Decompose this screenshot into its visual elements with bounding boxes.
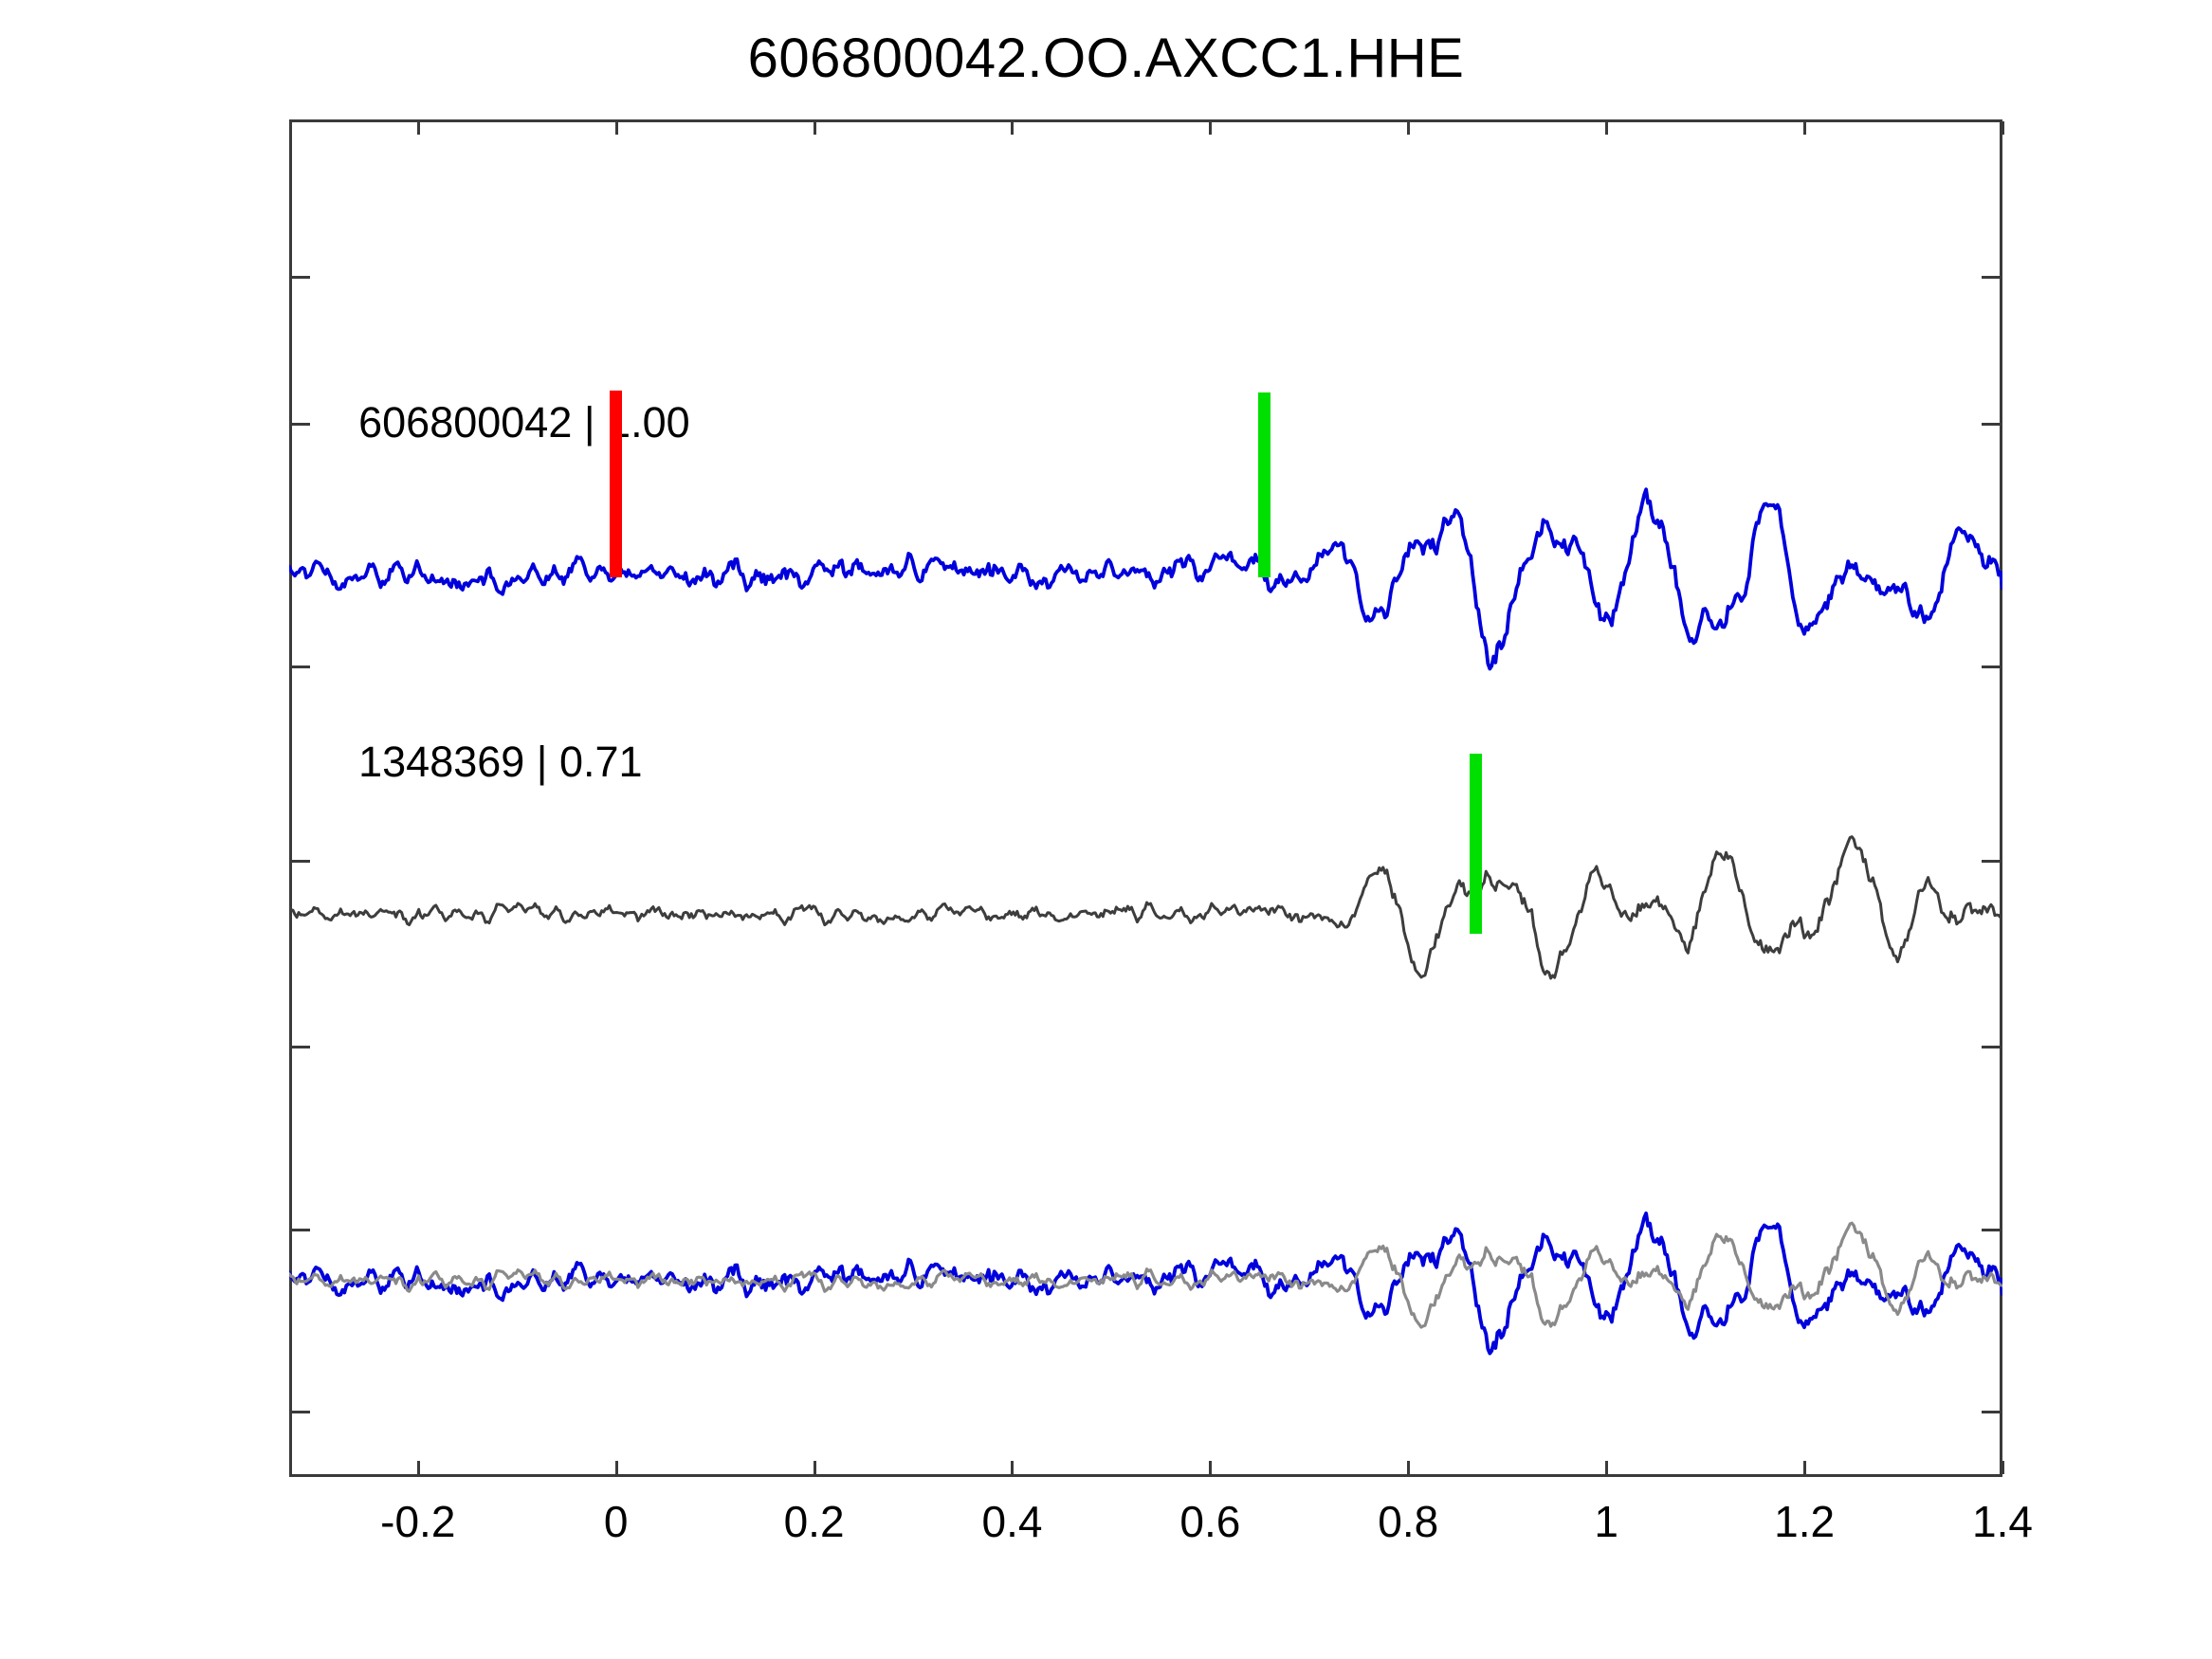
xtick-bottom-7 bbox=[1803, 1461, 1807, 1474]
trace-label-1348369: 1348369 | 0.71 bbox=[358, 737, 643, 786]
waveform-trace-606800042-overlay bbox=[289, 1211, 2002, 1356]
ytick-left-0 bbox=[291, 276, 310, 280]
pick-marker-origin-pick[interactable] bbox=[610, 391, 623, 577]
waveform-trace-606800042 bbox=[289, 487, 2002, 671]
xtick-label-8: 1.4 bbox=[1972, 1497, 2033, 1546]
ytick-right-3 bbox=[1982, 859, 2001, 863]
xtick-top-4 bbox=[1209, 121, 1213, 135]
xtick-bottom-0 bbox=[416, 1461, 420, 1474]
xtick-bottom-3 bbox=[1011, 1461, 1015, 1474]
ytick-right-2 bbox=[1982, 665, 2001, 669]
xtick-bottom-1 bbox=[614, 1461, 618, 1474]
ytick-left-3 bbox=[291, 859, 310, 863]
xtick-top-1 bbox=[614, 121, 618, 135]
xtick-label-1: 0 bbox=[603, 1497, 629, 1546]
xtick-label-0: -0.2 bbox=[380, 1497, 456, 1546]
waveform-canvas bbox=[289, 487, 2002, 1356]
trace-label-606800042: 606800042 | 1.00 bbox=[358, 397, 690, 447]
xtick-bottom-6 bbox=[1605, 1461, 1609, 1474]
pick-marker-phase-pick-trace1[interactable] bbox=[1258, 392, 1271, 577]
xtick-top-8 bbox=[2002, 121, 2004, 135]
xtick-label-6: 1 bbox=[1594, 1497, 1618, 1546]
waveform-trace-1348369 bbox=[289, 835, 2002, 980]
ytick-right-4 bbox=[1982, 1046, 2001, 1049]
xtick-label-3: 0.4 bbox=[981, 1497, 1043, 1546]
ytick-left-2 bbox=[291, 665, 310, 669]
ytick-right-5 bbox=[1982, 1229, 2001, 1232]
xtick-top-2 bbox=[813, 121, 816, 135]
xtick-bottom-2 bbox=[813, 1461, 816, 1474]
xtick-bottom-8 bbox=[2002, 1461, 2004, 1474]
xtick-top-6 bbox=[1605, 121, 1609, 135]
ytick-right-6 bbox=[1982, 1411, 2001, 1414]
plot-axes-frame bbox=[289, 119, 2002, 1477]
xtick-top-7 bbox=[1803, 121, 1807, 135]
waveform-trace-1348369-overlay bbox=[289, 1221, 2002, 1329]
ytick-right-0 bbox=[1982, 276, 2001, 280]
xtick-label-7: 1.2 bbox=[1774, 1497, 1836, 1546]
xtick-label-4: 0.6 bbox=[1179, 1497, 1241, 1546]
ytick-left-6 bbox=[291, 1411, 310, 1414]
xtick-top-5 bbox=[1407, 121, 1411, 135]
ytick-right-1 bbox=[1982, 422, 2001, 426]
xtick-label-5: 0.8 bbox=[1378, 1497, 1439, 1546]
ytick-left-4 bbox=[291, 1046, 310, 1049]
page-title: 606800042.OO.AXCC1.HHE bbox=[747, 27, 1465, 89]
xtick-top-3 bbox=[1011, 121, 1015, 135]
xtick-bottom-5 bbox=[1407, 1461, 1411, 1474]
xtick-label-2: 0.2 bbox=[783, 1497, 845, 1546]
xtick-bottom-4 bbox=[1209, 1461, 1213, 1474]
xtick-top-0 bbox=[416, 121, 420, 135]
pick-marker-phase-pick-trace2[interactable] bbox=[1469, 753, 1482, 935]
ytick-left-1 bbox=[291, 422, 310, 426]
ytick-left-5 bbox=[291, 1229, 310, 1232]
